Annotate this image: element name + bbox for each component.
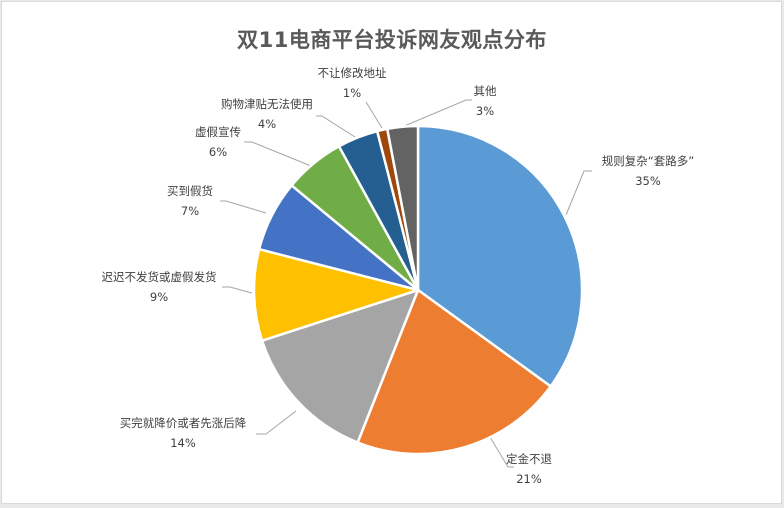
pie-slices bbox=[252, 124, 584, 456]
data-label-other: 其他 3% bbox=[473, 84, 497, 118]
data-label-fake-goods: 买到假货 7% bbox=[167, 184, 213, 218]
data-label-false-ads: 虚假宣传 6% bbox=[195, 125, 241, 159]
data-label-rules: 规则复杂“套路多” 35% bbox=[601, 154, 695, 188]
leader-line bbox=[401, 99, 472, 128]
leader-line bbox=[244, 141, 312, 167]
leader-lines bbox=[220, 99, 592, 468]
pie-slice bbox=[252, 247, 420, 342]
leader-line bbox=[220, 200, 267, 214]
leader-line bbox=[565, 170, 592, 216]
leader-line bbox=[365, 101, 383, 129]
leader-line bbox=[489, 436, 514, 468]
data-label-delay-shipping: 迟迟不发货或虚假发货 9% bbox=[101, 270, 217, 304]
leader-line bbox=[222, 286, 253, 294]
data-label-price-drop: 买完就降价或者先涨后降 14% bbox=[119, 416, 247, 450]
pie-slice bbox=[356, 288, 552, 456]
data-label-deposit: 定金不退 21% bbox=[506, 452, 552, 486]
pie-slice bbox=[416, 124, 584, 388]
pie-slice bbox=[386, 124, 420, 292]
chart-title: 双11电商平台投诉网友观点分布 bbox=[237, 28, 547, 52]
data-label-address: 不让修改地址 1% bbox=[317, 66, 387, 100]
data-label-allowance: 购物津贴无法使用 4% bbox=[221, 97, 313, 131]
leader-line bbox=[256, 410, 297, 435]
leader-line bbox=[316, 115, 356, 138]
